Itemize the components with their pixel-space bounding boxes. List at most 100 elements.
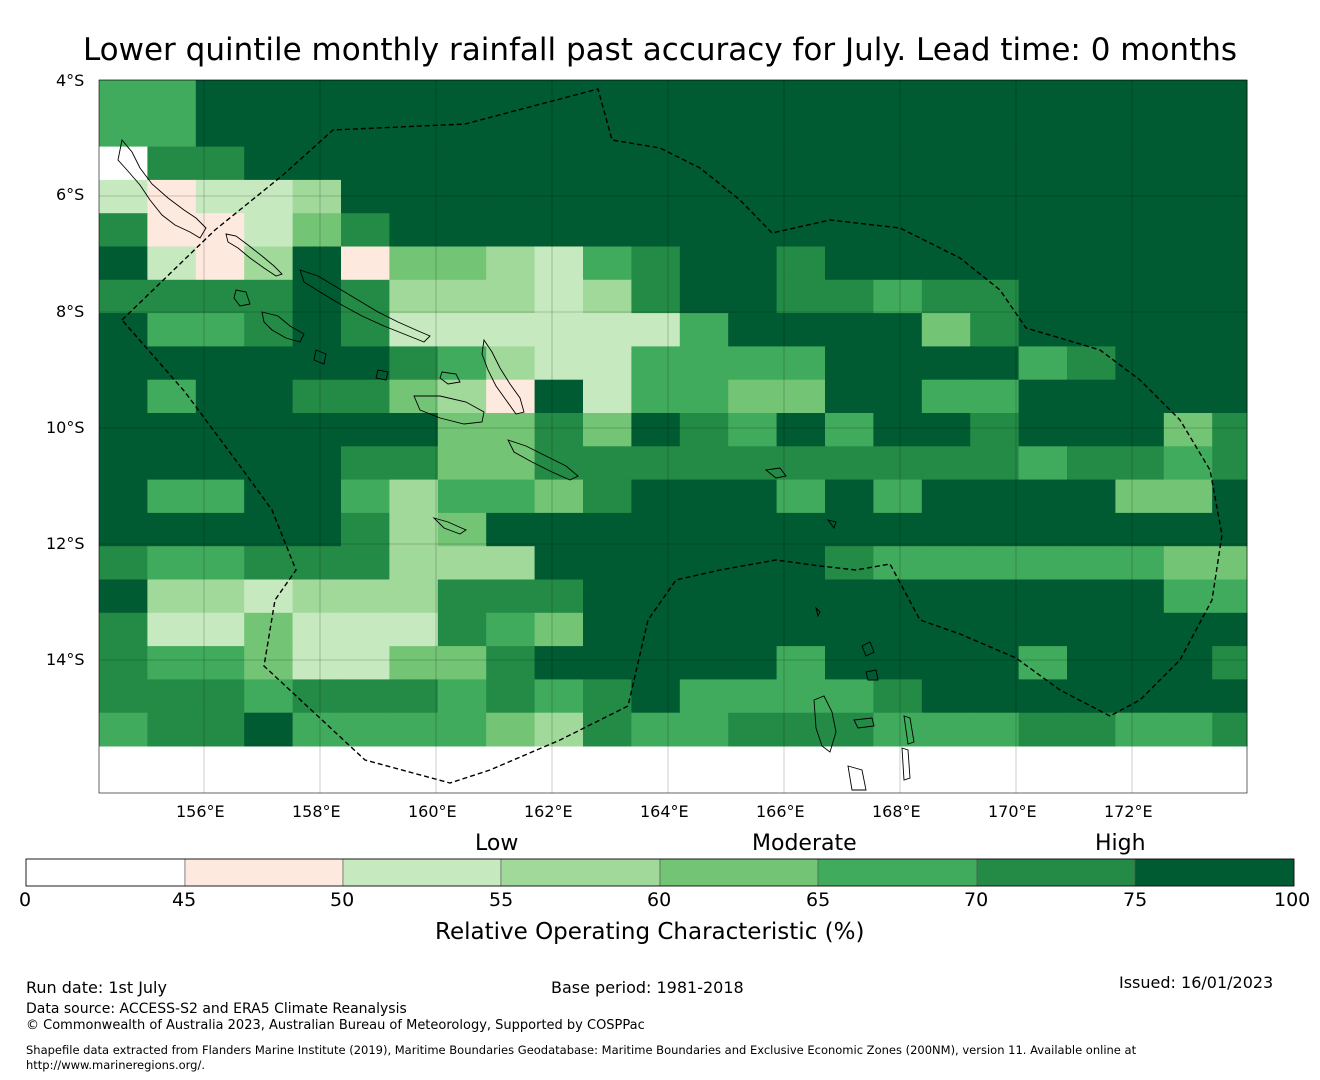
grid-cell xyxy=(534,80,584,114)
grid-cell xyxy=(292,346,342,381)
grid-cell xyxy=(389,179,439,214)
grid-cell xyxy=(728,379,778,414)
grid-cell xyxy=(970,479,1020,514)
grid-cell xyxy=(1163,413,1213,447)
grid-cell xyxy=(921,113,971,148)
grid-cell xyxy=(195,546,245,580)
bougainville-coast xyxy=(117,138,207,239)
grid-cell xyxy=(873,546,923,580)
grid-cell xyxy=(970,379,1020,414)
grid-cell xyxy=(534,179,584,214)
colorbar-swatch xyxy=(25,858,186,887)
grid-cell xyxy=(389,80,439,114)
grid-cell xyxy=(292,646,342,680)
grid-cell xyxy=(486,612,536,647)
grid-cell xyxy=(99,446,148,481)
grid-cell xyxy=(1067,246,1116,281)
grid-cell xyxy=(679,313,729,347)
grid-cell xyxy=(292,579,342,614)
grid-cell xyxy=(244,113,294,148)
grid-cell xyxy=(1212,179,1248,214)
grid-cell xyxy=(1067,712,1116,747)
grid-cell xyxy=(437,279,487,314)
grid-cell xyxy=(437,446,487,481)
colorbar-tick: 55 xyxy=(489,889,514,911)
grid-cell xyxy=(1212,646,1248,680)
lat-label: 10°S xyxy=(46,418,85,437)
grid-cell xyxy=(534,146,584,181)
lat-label: 8°S xyxy=(56,302,85,321)
grid-cell xyxy=(873,279,923,314)
grid-cell xyxy=(1018,446,1068,481)
grid-cell xyxy=(1115,313,1165,347)
grid-cell xyxy=(1018,546,1068,580)
grid-cell xyxy=(1212,113,1248,148)
grid-cell xyxy=(1163,80,1213,114)
lon-label: 160°E xyxy=(408,802,457,821)
torres-islands-coast xyxy=(815,606,821,618)
grid-cell xyxy=(486,113,536,148)
grid-cell xyxy=(970,279,1020,314)
grid-cell xyxy=(195,279,245,314)
grid-cell xyxy=(921,213,971,247)
grid-cell xyxy=(1212,346,1248,381)
colorbar-category-low: Low xyxy=(475,831,519,856)
grid-cell xyxy=(728,80,778,114)
grid-cell xyxy=(99,679,148,714)
rendova-coast xyxy=(313,349,327,365)
grid-cell xyxy=(195,246,245,281)
grid-cell xyxy=(970,446,1020,481)
grid-cell xyxy=(195,313,245,347)
grid-cell xyxy=(534,213,584,247)
lat-label: 6°S xyxy=(56,185,85,204)
makira-coast xyxy=(507,439,579,481)
grid-cell xyxy=(292,179,342,214)
grid-cell xyxy=(679,479,729,514)
grid-cell xyxy=(825,113,874,148)
lon-label: 168°E xyxy=(872,802,921,821)
grid-cell xyxy=(341,479,390,514)
grid-cell xyxy=(728,679,778,714)
grid-cell xyxy=(1115,579,1165,614)
grid-cell xyxy=(1067,379,1116,414)
grid-cell xyxy=(679,346,729,381)
grid-cell xyxy=(534,413,584,447)
grid-cell xyxy=(728,646,778,680)
grid-cell xyxy=(147,446,197,481)
grid-cell xyxy=(244,413,294,447)
grid-cell xyxy=(1018,512,1068,547)
grid-cell xyxy=(1018,179,1068,214)
grid-cell xyxy=(873,80,923,114)
grid-cell xyxy=(1018,146,1068,181)
grid-cell xyxy=(1115,679,1165,714)
grid-cell xyxy=(1212,80,1248,114)
grid-cell xyxy=(1067,413,1116,447)
grid-cell xyxy=(1163,512,1213,547)
grid-cell xyxy=(1212,379,1248,414)
grid-cell xyxy=(1115,80,1165,114)
grid-cell xyxy=(99,612,148,647)
grid-cell xyxy=(389,479,439,514)
grid-cell xyxy=(1018,313,1068,347)
grid-cell xyxy=(873,413,923,447)
grid-cell xyxy=(1115,279,1165,314)
grid-cell xyxy=(341,213,390,247)
grid-cell xyxy=(147,712,197,747)
grid-cell xyxy=(1115,546,1165,580)
grid-cell xyxy=(534,679,584,714)
vella-lavella-coast xyxy=(233,289,251,307)
grid-cell xyxy=(195,512,245,547)
grid-cell xyxy=(1163,213,1213,247)
grid-cell xyxy=(341,313,390,347)
grid-cell xyxy=(437,413,487,447)
lon-label: 170°E xyxy=(988,802,1037,821)
lon-label: 164°E xyxy=(640,802,689,821)
grid-cell xyxy=(631,346,681,381)
grid-cell xyxy=(534,279,584,314)
grid-cell xyxy=(195,479,245,514)
lat-label: 12°S xyxy=(46,534,85,553)
grid-cell xyxy=(437,712,487,747)
grid-cell xyxy=(679,179,729,214)
grid-cell xyxy=(534,579,584,614)
grid-cell xyxy=(486,313,536,347)
